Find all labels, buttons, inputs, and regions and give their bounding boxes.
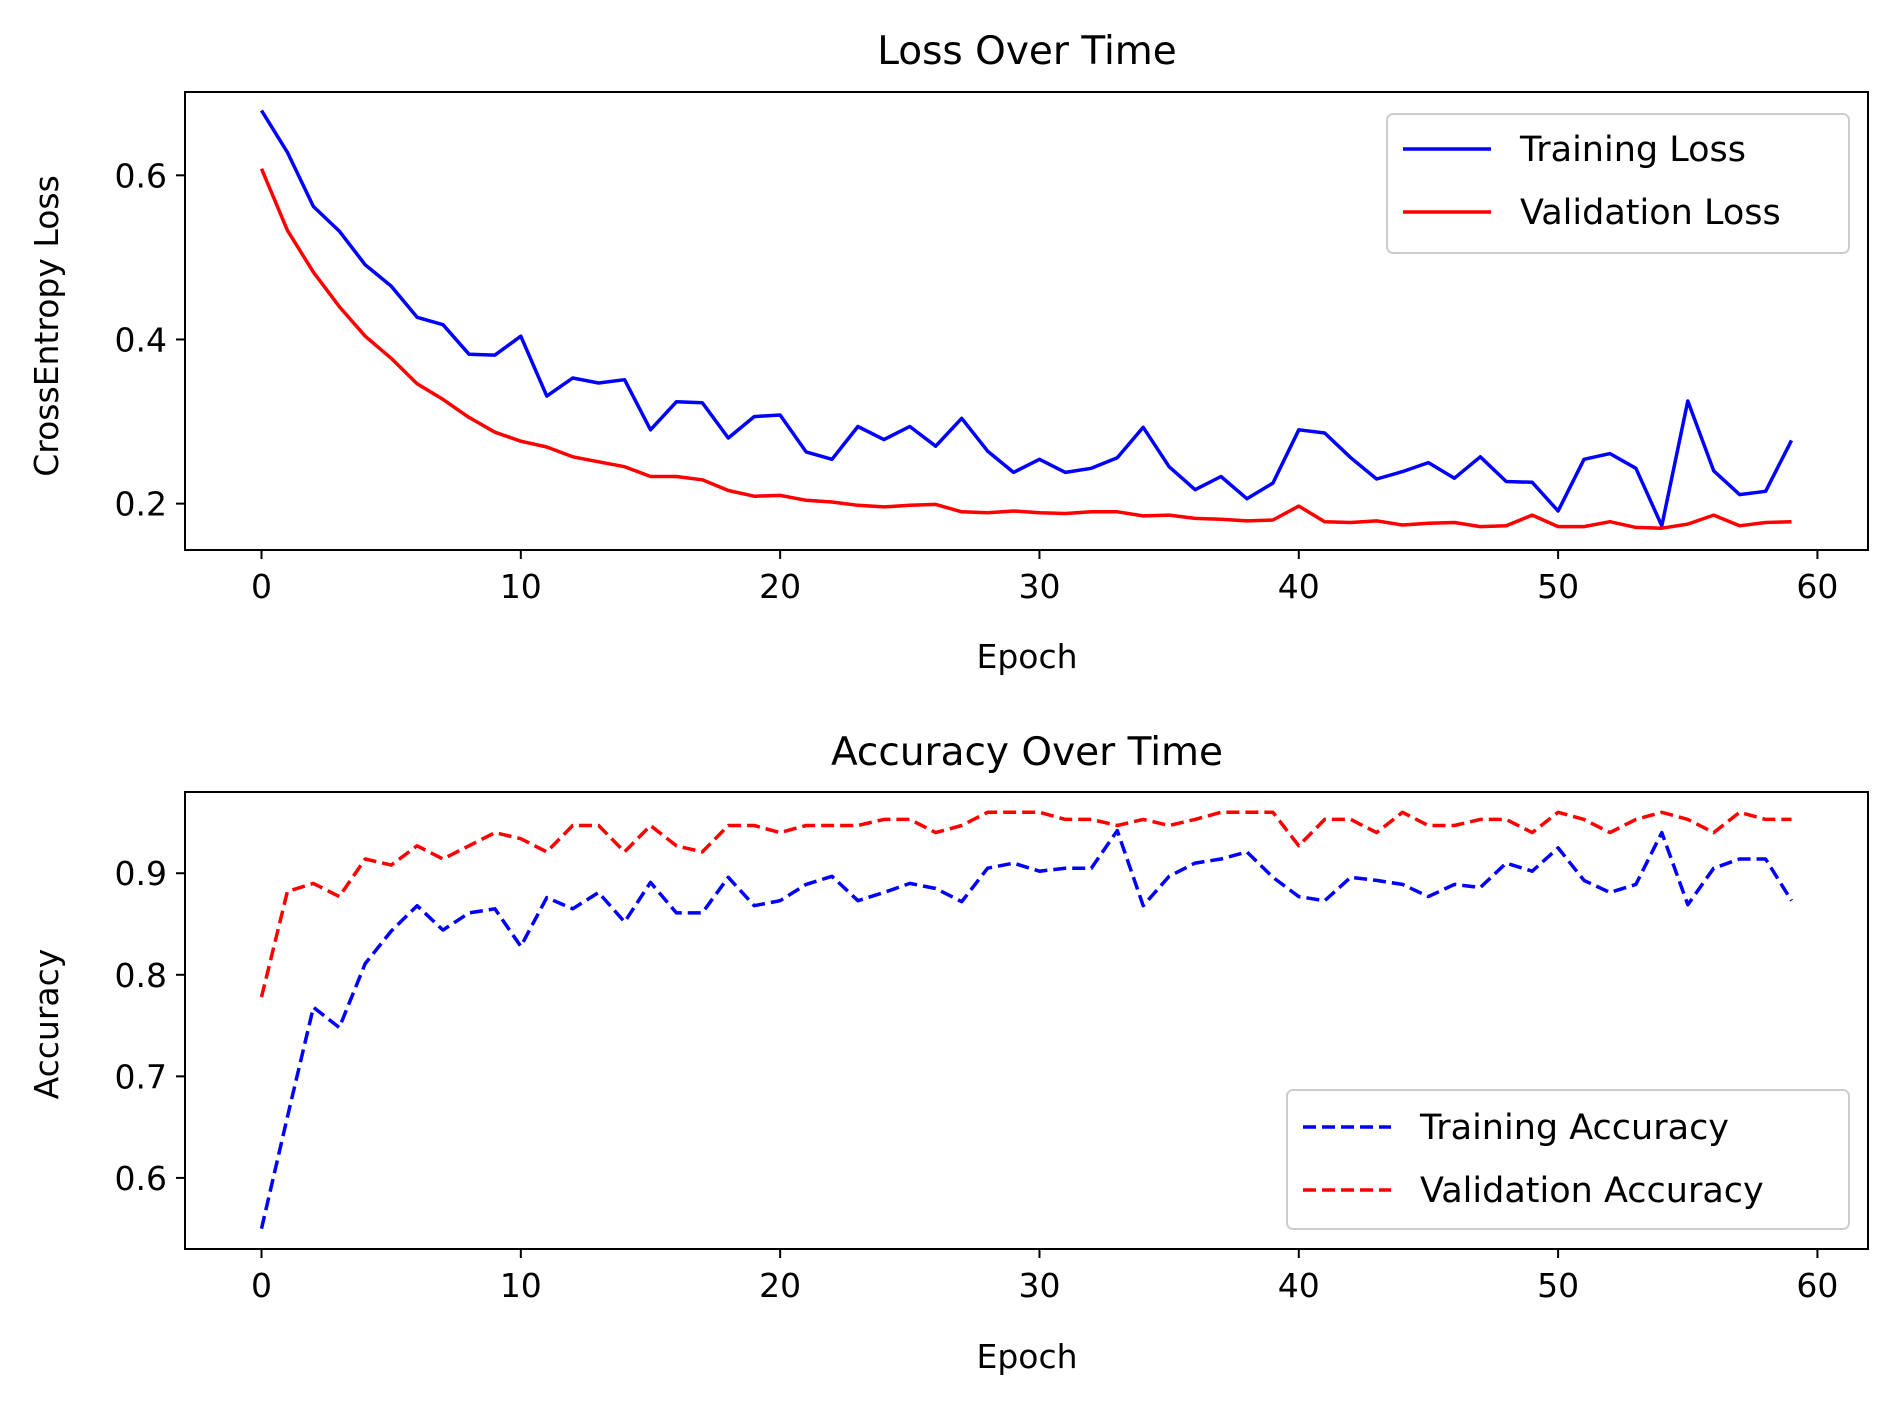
legend-label-training-loss: Training Loss (1519, 130, 1746, 170)
x-tick-label: 30 (1018, 1266, 1060, 1305)
x-tick-label: 60 (1796, 1266, 1838, 1305)
y-tick-label: 0.9 (115, 854, 167, 893)
x-tick-label: 10 (500, 1266, 542, 1305)
axes-frame (184, 791, 1869, 1250)
accuracy-plot-area: 0 10 20 30 40 50 60 0.6 0.7 0.8 0.9 (115, 791, 1869, 1305)
y-tick-label: 0.2 (115, 485, 167, 524)
x-tick-label: 0 (251, 1266, 272, 1305)
loss-legend: Training Loss Validation Loss (1386, 113, 1850, 254)
x-tick-label: 10 (500, 567, 542, 606)
loss-chart-title: Loss Over Time (877, 29, 1177, 74)
accuracy-legend: Training Accuracy Validation Accuracy (1286, 1089, 1850, 1230)
loss-plot-area: 0 10 20 30 40 50 60 0.2 0.4 0.6 (115, 91, 1869, 606)
accuracy-chart-ylabel: Accuracy (27, 949, 66, 1100)
series-line-training-loss (260, 109, 1794, 528)
x-tick-label: 0 (251, 567, 272, 606)
loss-chart-ylabel: CrossEntropy Loss (27, 175, 66, 477)
legend-label-validation-loss: Validation Loss (1520, 193, 1781, 233)
y-tick-label: 0.6 (115, 156, 167, 195)
series-line-training-accuracy (259, 828, 1793, 1230)
loss-legend-box (1386, 113, 1850, 254)
y-tick-label: 0.8 (115, 956, 167, 995)
axes-frame (184, 91, 1869, 551)
y-tick-label: 0.4 (115, 320, 167, 359)
x-tick-label: 20 (759, 1266, 801, 1305)
legend-label-training-accuracy: Training Accuracy (1419, 1108, 1729, 1148)
accuracy-legend-box (1286, 1089, 1850, 1230)
series-line-validation-loss (259, 168, 1792, 530)
loss-chart-xlabel: Epoch (976, 637, 1077, 676)
y-tick-label: 0.6 (115, 1159, 167, 1198)
x-tick-label: 50 (1537, 1266, 1579, 1305)
accuracy-chart-title: Accuracy Over Time (831, 730, 1223, 775)
x-tick-label: 40 (1278, 1266, 1320, 1305)
x-tick-label: 60 (1796, 567, 1838, 606)
accuracy-chart: Accuracy Over Time Accuracy Epoch 0 10 20 3… (27, 730, 1869, 1376)
x-tick-label: 20 (759, 567, 801, 606)
x-tick-label: 40 (1278, 567, 1320, 606)
loss-chart: Loss Over Time CrossEntropy Loss Epoch 0… (27, 29, 1869, 676)
series-line-validation-accuracy (259, 810, 1792, 998)
x-tick-label: 50 (1537, 567, 1579, 606)
y-tick-label: 0.7 (115, 1057, 167, 1096)
x-tick-label: 30 (1018, 567, 1060, 606)
accuracy-chart-xlabel: Epoch (976, 1337, 1077, 1376)
legend-label-validation-accuracy: Validation Accuracy (1420, 1171, 1764, 1211)
